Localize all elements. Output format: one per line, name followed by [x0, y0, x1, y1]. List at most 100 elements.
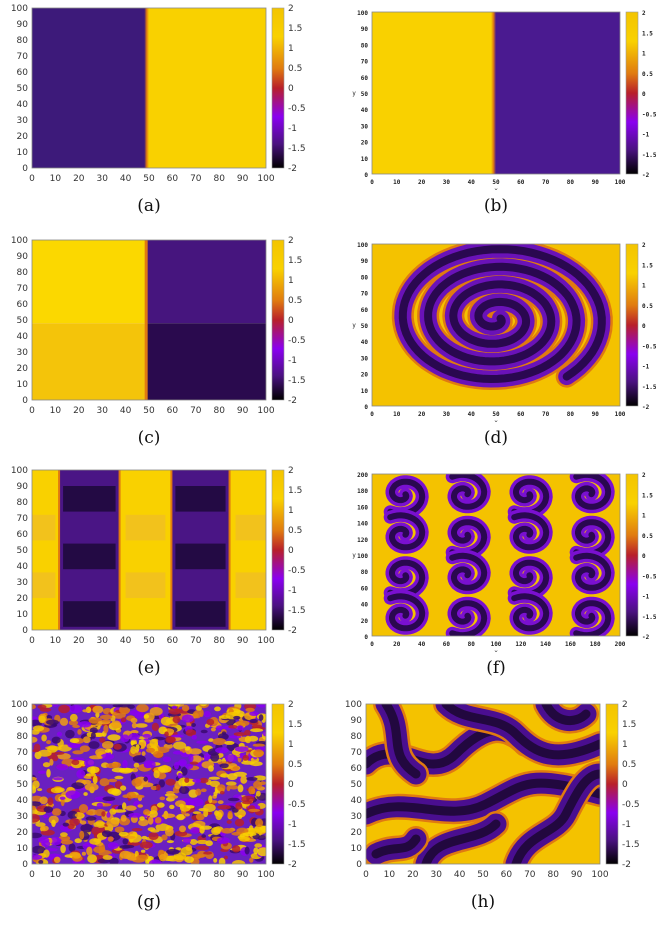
- y-tick-label: 30: [361, 123, 369, 130]
- y-tick-label: 10: [17, 380, 29, 390]
- panel-g: 0 10 20 30 40 50 60 70 80 90 100 0 10 20 30 40 50 60 70 80 9…: [0, 696, 322, 912]
- colorbar-tick-label: -1.5: [642, 614, 656, 621]
- y-tick-label: 10: [17, 148, 29, 158]
- x-tick-label: 80: [547, 870, 559, 880]
- y-tick-label: 10: [361, 388, 369, 395]
- heatmap-plot: 0 10 20 30 40 50 60 70 80 90 100010203040506070809…: [11, 700, 306, 880]
- colorbar-tick-label: 1: [288, 506, 294, 516]
- y-tick-label: 50: [17, 546, 29, 556]
- x-tick-label: 20: [393, 641, 401, 648]
- colorbar-tick-label: -0.5: [288, 336, 306, 346]
- y-tick-label: 40: [351, 796, 363, 806]
- colorbar-tick-label: -2: [288, 860, 297, 870]
- panel-f: 0 20 40 60 80 100 120 140 160 180 200 0 20 40 60 80 100 1…: [334, 462, 656, 678]
- panel-caption: (a): [137, 196, 161, 216]
- heatmap-field: [372, 244, 620, 406]
- x-tick-label: 40: [120, 870, 132, 880]
- y-tick-label: 40: [17, 100, 29, 110]
- y-tick-label: 70: [17, 52, 29, 62]
- colorbar-tick-label: -2: [642, 634, 650, 641]
- panel-d: 0 10 20 30 40 50 60 70 80 90 100 0 10 20 30 40 50 60 70 80 9…: [334, 232, 656, 448]
- heatmap-field: [32, 8, 266, 168]
- y-tick-label: 0: [364, 404, 368, 411]
- x-tick-label: 50: [492, 179, 500, 186]
- colorbar-tick-label: 1: [642, 283, 646, 290]
- y-tick-label: 100: [11, 236, 28, 246]
- y-tick-label: 50: [17, 780, 29, 790]
- colorbar-tick-label: 1.5: [642, 492, 653, 499]
- x-tick-label: 60: [501, 870, 513, 880]
- colorbar-tick-label: 0.5: [288, 760, 302, 770]
- plot-frame: [371, 11, 621, 175]
- colorbar-tick-label: -0.5: [622, 800, 640, 810]
- x-tick-label: 30: [96, 636, 108, 646]
- x-tick-label: 70: [542, 179, 550, 186]
- y-tick-label: 80: [361, 569, 369, 576]
- x-tick-label: 0: [29, 174, 35, 184]
- x-tick-label: 0: [370, 179, 374, 186]
- x-tick-label: 70: [190, 174, 202, 184]
- x-tick-label: 50: [477, 870, 489, 880]
- colorbar-tick-label: 2: [622, 700, 628, 710]
- panel-caption: (d): [483, 428, 509, 448]
- y-tick-label: 160: [357, 504, 368, 511]
- y-tick-label: 80: [361, 274, 369, 281]
- panel-b: 0 10 20 30 40 50 60 70 80 90 100 0 10 20 30 40 50 60 70 80 9…: [334, 0, 656, 216]
- colorbar-tick-label: 1.5: [288, 24, 302, 34]
- colorbar-tick-label: 0.5: [642, 303, 653, 310]
- x-tick-label: 20: [73, 636, 85, 646]
- y-tick-label: 140: [357, 521, 368, 528]
- y-tick-label: 0: [22, 626, 28, 636]
- y-tick-label: 20: [17, 594, 29, 604]
- x-axis-label: x: [494, 649, 498, 652]
- x-tick-label: 10: [50, 406, 62, 416]
- heatmap-plot: 0 10 20 30 40 50 60 70 80 90 100010203040506070809…: [352, 10, 656, 190]
- y-tick-label: 100: [357, 10, 368, 17]
- colorbar-tick-label: 2: [642, 472, 646, 479]
- x-tick-label: 90: [571, 870, 583, 880]
- x-tick-label: 60: [517, 411, 525, 418]
- x-tick-label: 0: [29, 870, 35, 880]
- x-tick-label: 0: [370, 641, 374, 648]
- x-tick-label: 70: [190, 406, 202, 416]
- x-tick-label: 50: [143, 870, 155, 880]
- x-tick-label: 100: [615, 411, 626, 418]
- x-tick-label: 20: [73, 870, 85, 880]
- y-tick-label: 40: [361, 339, 369, 346]
- colorbar-tick-label: 1: [288, 740, 294, 750]
- y-tick-label: 50: [17, 84, 29, 94]
- colorbar-tick-label: 0.5: [642, 533, 653, 540]
- x-tick-label: 30: [96, 174, 108, 184]
- y-tick-label: 180: [357, 488, 368, 495]
- colorbar-tick-label: 0: [288, 546, 294, 556]
- x-tick-label: 40: [120, 174, 132, 184]
- colorbar-tick-label: -0.5: [288, 566, 306, 576]
- y-tick-label: 60: [361, 75, 369, 82]
- colorbar: [625, 473, 639, 637]
- colorbar-tick-label: 0: [622, 780, 628, 790]
- x-tick-label: 20: [418, 179, 426, 186]
- x-tick-label: 60: [167, 636, 179, 646]
- colorbar-tick-label: 0.5: [288, 526, 302, 536]
- x-tick-label: 100: [257, 406, 274, 416]
- y-tick-label: 90: [351, 716, 363, 726]
- panel-caption: (b): [483, 196, 509, 216]
- colorbar: [271, 703, 285, 865]
- y-tick-label: 10: [351, 844, 363, 854]
- colorbar-tick-label: -1: [288, 124, 297, 134]
- y-tick-label: 10: [17, 844, 29, 854]
- x-tick-label: 10: [50, 870, 62, 880]
- y-tick-label: 90: [17, 20, 29, 30]
- x-tick-label: 90: [237, 636, 249, 646]
- colorbar-tick-label: 2: [288, 4, 294, 14]
- y-tick-label: 20: [361, 140, 369, 147]
- colorbar-tick-label: -2: [622, 860, 631, 870]
- x-tick-label: 80: [213, 870, 225, 880]
- x-tick-label: 80: [567, 411, 575, 418]
- x-tick-label: 80: [468, 641, 476, 648]
- panel-c: 0 10 20 30 40 50 60 70 80 90 100 0 10 20 30 40 50 60 70 80 9…: [0, 232, 322, 448]
- y-tick-label: 90: [361, 258, 369, 265]
- x-tick-label: 30: [443, 411, 451, 418]
- x-tick-label: 80: [567, 179, 575, 186]
- x-tick-label: 70: [524, 870, 536, 880]
